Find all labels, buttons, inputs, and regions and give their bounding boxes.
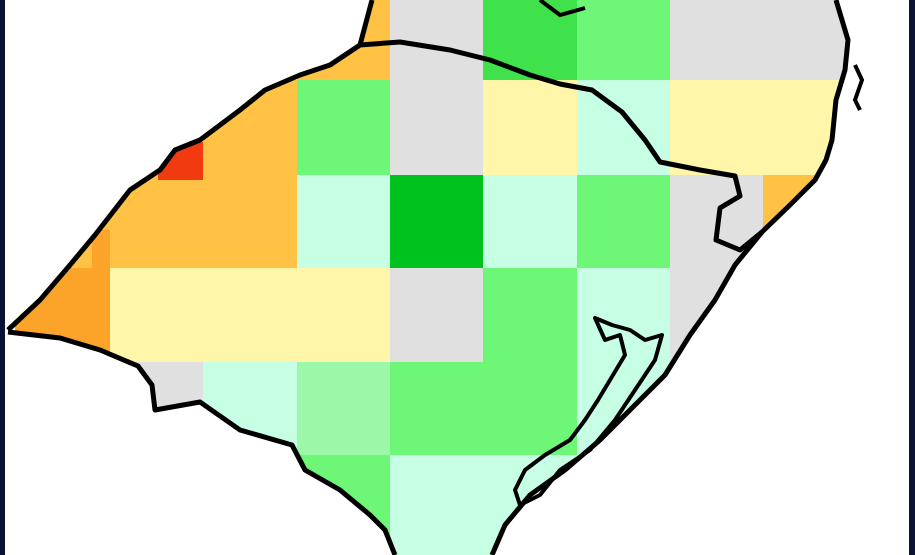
grid-cell-dark-green: [390, 175, 484, 269]
lagoon-outline: [513, 316, 664, 507]
grid-cell-dark-orange: [92, 230, 110, 268]
grid-cell-orange: [203, 175, 298, 269]
grid-cell-yellow: [297, 268, 391, 363]
grid-cell-gray: [390, 0, 484, 81]
grid-cell-gray: [670, 0, 764, 81]
state-outline: [6, 0, 851, 332]
grid-cell-orange: [297, 0, 391, 81]
northern-border: [357, 0, 375, 46]
grid-cells: [15, 0, 848, 555]
grid-cell-gray: [763, 0, 848, 81]
grid-cell-mint: [297, 175, 391, 269]
grid-cell-yellow: [670, 80, 764, 176]
grid-cell-pale-green: [297, 362, 391, 456]
grid-cell-mint: [577, 80, 671, 176]
sc-coast: [538, 0, 586, 18]
grid-cell-light-green: [577, 0, 671, 81]
grid-cell-yellow: [203, 268, 298, 363]
grid-cell-yellow: [483, 80, 578, 176]
grid-cell-yellow: [110, 268, 204, 363]
northern-outline: [852, 64, 865, 111]
grid-cell-mint: [390, 455, 484, 555]
grid-cell-light-green: [297, 80, 391, 176]
grid-cell-light-green: [390, 362, 484, 456]
grid-cell-orange: [763, 175, 848, 269]
grid-cell-mint: [483, 175, 578, 269]
grid-cell-light-green: [297, 455, 391, 555]
grid-cell-light-green: [483, 362, 578, 456]
grid-cell-orange: [110, 175, 204, 269]
grid-cell-gray: [390, 268, 484, 363]
grid-cell-light-green: [483, 268, 578, 363]
grid-cell-yellow: [763, 80, 848, 176]
grid-cell-gray: [390, 80, 484, 176]
southwest-border: [7, 329, 398, 555]
grid-cell-light-green: [577, 175, 671, 269]
